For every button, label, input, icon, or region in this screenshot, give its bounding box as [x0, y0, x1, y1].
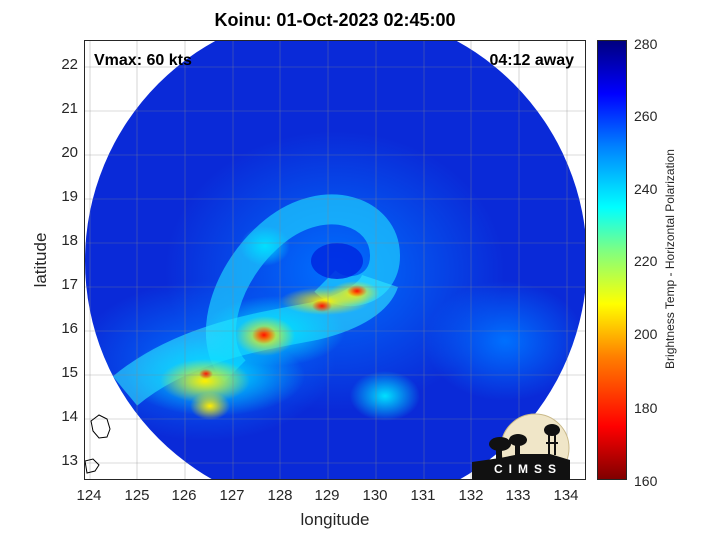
y-tick-label: 20: [61, 144, 78, 161]
y-tick-label: 13: [61, 452, 78, 469]
colorbar: [597, 40, 627, 480]
y-tick-label: 19: [61, 188, 78, 205]
y-axis-label: latitude: [31, 232, 50, 288]
y-tick-label: 14: [61, 408, 78, 425]
satellite-map[interactable]: [84, 40, 586, 480]
x-tick-label: 129: [314, 487, 340, 504]
y-tick-label: 22: [61, 56, 78, 73]
x-tick-label: 134: [553, 487, 579, 504]
colorbar-tick: 240: [634, 181, 658, 197]
map-title: Koinu: 01-Oct-2023 02:45:00: [214, 10, 456, 30]
x-tick-label: 133: [505, 487, 531, 504]
vmax-annotation: Vmax: 60 kts: [94, 52, 192, 69]
colorbar-tick: 280: [634, 36, 658, 52]
colorbar-tick: 260: [634, 108, 658, 124]
brightness-temp-image: [85, 41, 585, 479]
x-tick-label: 126: [171, 487, 197, 504]
colorbar-tick: 180: [634, 400, 658, 416]
x-tick-label: 128: [267, 487, 293, 504]
coastline-island-2: [85, 458, 100, 474]
x-tick-label: 130: [362, 487, 388, 504]
x-axis-label: longitude: [300, 510, 370, 529]
colorbar-tick: 220: [634, 253, 658, 269]
cimss-logo-text: CIMSS: [493, 462, 562, 476]
y-tick-label: 15: [61, 364, 78, 381]
colorbar-tick: 160: [634, 473, 658, 489]
coastline-island-1: [90, 414, 111, 439]
x-tick-label: 125: [124, 487, 150, 504]
cimss-logo: [472, 413, 570, 480]
y-tick-label: 16: [61, 320, 78, 337]
y-tick-label: 17: [61, 276, 78, 293]
colorbar-label: Brightness Temp - Horizontal Polarizatio…: [663, 149, 677, 369]
x-tick-label: 132: [458, 487, 484, 504]
y-tick-label: 21: [61, 100, 78, 117]
x-tick-label: 131: [410, 487, 436, 504]
colorbar-tick: 200: [634, 326, 658, 342]
y-tick-label: 18: [61, 232, 78, 249]
time-away-annotation: 04:12 away: [489, 52, 574, 69]
x-tick-label: 124: [76, 487, 102, 504]
x-tick-label: 127: [219, 487, 245, 504]
